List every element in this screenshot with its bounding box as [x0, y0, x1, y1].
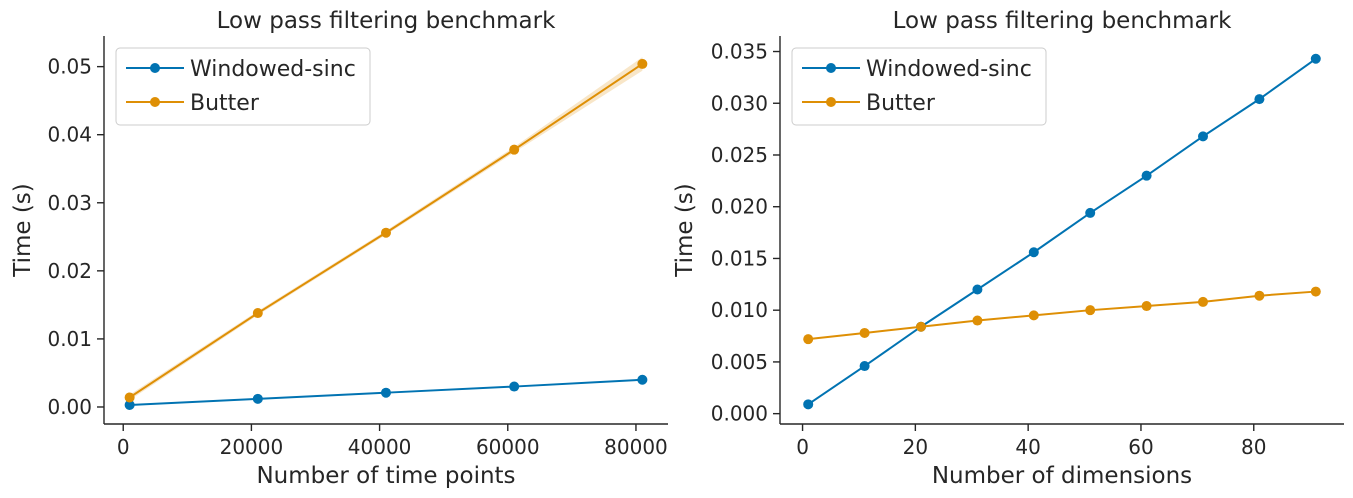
legend-swatch-marker: [150, 97, 160, 107]
data-point: [859, 327, 870, 338]
legend-swatch-marker: [826, 97, 836, 107]
series-line: [808, 290, 1316, 341]
x-tick-label: 40: [1015, 435, 1040, 459]
chart-panel-1: Low pass filtering benchmark 0 20000 40000 6…: [10, 8, 668, 489]
x-tick-label: 40000: [348, 435, 412, 459]
legend-label: Windowed-sinc: [190, 57, 356, 82]
x-tick-label: 0: [117, 435, 130, 459]
x-tick-label: 60: [1128, 435, 1153, 459]
x-axis-label: Number of dimensions: [932, 463, 1192, 489]
y-tick-label: 0.015: [711, 246, 768, 270]
x-tick-label: 80000: [604, 435, 668, 459]
data-point: [1141, 170, 1152, 181]
y-tick-label: 0.025: [711, 143, 768, 167]
data-point: [803, 334, 814, 345]
legend-label: Windowed-sinc: [866, 57, 1032, 82]
legend: Windowed-sinc Butter: [115, 47, 371, 126]
data-point: [803, 399, 814, 410]
y-tick-label: 0.00: [47, 395, 92, 419]
series-butter: [124, 57, 648, 403]
data-point: [1254, 94, 1265, 105]
data-point: [252, 308, 263, 319]
x-axis-label: Number of time points: [256, 463, 515, 489]
data-point: [509, 381, 520, 392]
legend-label: Butter: [190, 91, 260, 116]
legend: Windowed-sinc Butter: [791, 47, 1047, 126]
chart-title: Low pass filtering benchmark: [217, 8, 556, 34]
data-point: [916, 321, 926, 332]
data-point: [381, 227, 391, 238]
data-point: [1254, 290, 1265, 301]
y-tick-label: 0.05: [47, 55, 92, 79]
data-point: [381, 387, 391, 398]
data-point: [252, 393, 263, 404]
y-tick-label: 0.020: [711, 195, 768, 219]
y-tick-label: 0.005: [711, 350, 768, 374]
data-point: [1310, 286, 1321, 297]
y-axis-label: Time (s): [672, 183, 698, 278]
y-tick-label: 0.010: [711, 298, 768, 322]
data-point: [859, 361, 870, 372]
series-butter: [803, 286, 1321, 345]
data-point: [124, 392, 135, 403]
legend-label: Butter: [866, 91, 936, 116]
data-point: [1310, 53, 1321, 64]
legend-swatch-marker: [826, 63, 836, 73]
data-point: [1028, 310, 1039, 321]
y-tick-label: 0.000: [711, 402, 768, 426]
x-tick-label: 0: [796, 435, 809, 459]
y-tick-label: 0.030: [711, 91, 768, 115]
data-point: [1085, 207, 1096, 218]
data-point: [1028, 247, 1039, 258]
data-point: [637, 58, 648, 69]
x-tick-label: 60000: [476, 435, 540, 459]
x-tick-label: 20000: [220, 435, 284, 459]
y-tick-label: 0.04: [47, 123, 92, 147]
data-point: [1085, 305, 1096, 316]
series-windowed-sinc: [124, 374, 648, 410]
chart-panel-2: Low pass filtering benchmark 0 20 40 60 80 0.0…: [672, 8, 1344, 489]
data-point: [1141, 301, 1152, 312]
data-point: [972, 315, 983, 326]
data-point: [637, 374, 648, 385]
data-point: [972, 284, 983, 295]
data-point: [1198, 296, 1208, 307]
legend-swatch-marker: [150, 63, 160, 73]
data-point: [1198, 131, 1208, 142]
data-point: [124, 399, 135, 410]
y-axis-label: Time (s): [10, 183, 36, 278]
x-tick-label: 20: [903, 435, 928, 459]
y-tick-label: 0.02: [47, 259, 92, 283]
y-tick-label: 0.01: [47, 327, 92, 351]
series-line: [807, 57, 1317, 406]
chart-title: Low pass filtering benchmark: [893, 8, 1232, 34]
data-point: [509, 144, 520, 155]
y-tick-label: 0.03: [47, 191, 92, 215]
x-tick-label: 80: [1241, 435, 1266, 459]
y-tick-label: 0.035: [711, 40, 768, 64]
